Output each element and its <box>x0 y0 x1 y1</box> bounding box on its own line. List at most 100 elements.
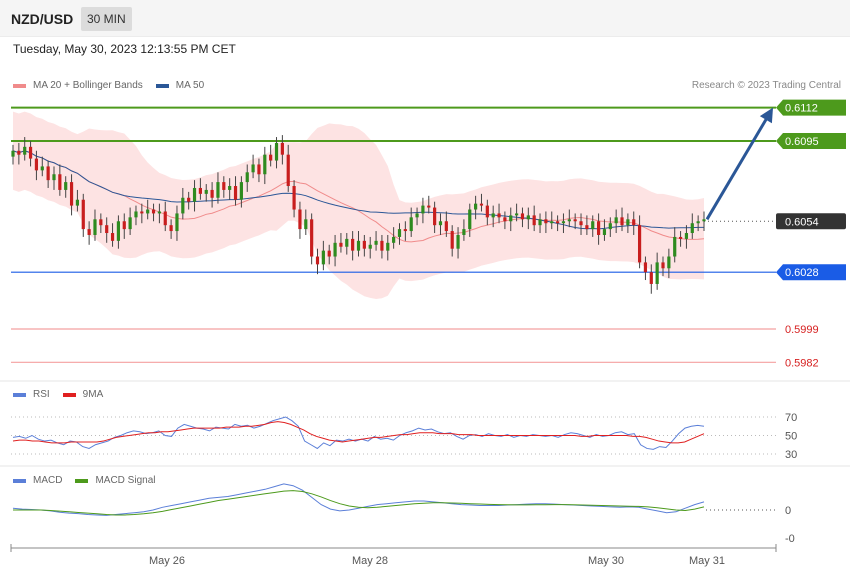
ma20-legend-label: MA 20 + Bollinger Bands <box>33 80 143 91</box>
macd-signal-legend-label: MACD Signal <box>95 475 156 486</box>
resistance-label: 0.6095 <box>785 136 819 148</box>
candle-body <box>450 231 454 249</box>
candle-body <box>626 219 630 226</box>
candle-body <box>509 215 513 222</box>
macd-line <box>12 483 705 516</box>
candle-body <box>151 209 156 214</box>
rsi-ma-line <box>12 421 705 444</box>
candle-body <box>690 223 694 234</box>
candle-body <box>637 225 642 263</box>
candle-body <box>544 219 548 224</box>
candle-body <box>292 186 296 210</box>
rsi-tick-label: 70 <box>785 412 797 424</box>
support-label: 0.6028 <box>785 267 819 279</box>
ma50-legend-swatch <box>155 83 169 88</box>
resistance-tag <box>776 132 846 149</box>
candle-body <box>116 221 121 241</box>
x-tick-label: May 28 <box>352 555 388 567</box>
macd-legend-swatch <box>13 478 26 483</box>
candle-body <box>526 215 530 220</box>
candle-body <box>274 142 279 161</box>
candle-body <box>444 221 448 232</box>
credit-text: Research © 2023 Trading Central <box>691 80 841 91</box>
rsi-legend-label: RSI <box>33 389 50 400</box>
candle-body <box>491 213 495 218</box>
candle-body <box>702 219 706 222</box>
candle-body <box>368 244 372 249</box>
candle-body <box>257 164 261 175</box>
candle-body <box>632 219 636 226</box>
candle-body <box>673 236 677 257</box>
candle-body <box>310 219 314 257</box>
ma50-line <box>12 150 705 230</box>
candle-body <box>561 221 566 224</box>
candle-body <box>169 225 173 232</box>
candle-body <box>134 211 138 218</box>
candle-body <box>462 229 466 235</box>
candle-body <box>245 172 249 183</box>
candle-body <box>192 187 197 202</box>
candle-body <box>140 211 144 214</box>
candle-body <box>532 215 536 226</box>
candle-body <box>327 250 331 257</box>
candle-body <box>216 182 220 198</box>
candle-body <box>503 217 507 222</box>
candle-body <box>649 272 653 284</box>
candle-body <box>438 221 443 226</box>
rsi-tick-label: 50 <box>785 431 797 443</box>
current-price-label: 0.6054 <box>785 216 819 228</box>
candle-body <box>362 240 366 249</box>
candle-body <box>655 262 659 284</box>
candle-body <box>596 221 601 235</box>
candle-body <box>163 211 167 226</box>
candle-body <box>64 182 68 190</box>
candle-body <box>497 213 501 218</box>
candle-body <box>69 182 74 206</box>
x-tick-label: May 30 <box>588 555 624 567</box>
candle-body <box>667 256 671 269</box>
candle-body <box>374 240 378 245</box>
candle-body <box>304 219 308 230</box>
candle-body <box>17 150 21 155</box>
candle-body <box>40 166 44 171</box>
candle-body <box>11 150 15 157</box>
candle-body <box>415 213 419 218</box>
candle-body <box>81 199 85 230</box>
candle-body <box>684 233 689 239</box>
candle-body <box>556 221 560 224</box>
candle-body <box>105 225 109 234</box>
projection-arrow-line <box>705 115 770 221</box>
candle-body <box>345 238 349 247</box>
top-bar: NZD/USD 30 MIN <box>0 0 850 37</box>
candle-body <box>198 187 202 194</box>
candle-body <box>433 207 437 226</box>
candle-body <box>403 229 407 232</box>
candle-body <box>87 229 91 235</box>
macd-signal-line <box>13 490 705 516</box>
candle-body <box>608 223 612 230</box>
timeframe-button[interactable]: 30 MIN <box>81 7 132 31</box>
candle-body <box>468 209 472 230</box>
support-tag <box>776 264 846 281</box>
candle-body <box>239 182 243 200</box>
rsi-ma-legend-swatch <box>62 392 76 397</box>
candle-body <box>427 205 431 208</box>
candle-body <box>204 189 208 194</box>
candle-body <box>409 217 413 232</box>
candle-body <box>34 158 39 171</box>
bollinger-band <box>13 111 704 300</box>
candle-body <box>233 186 238 200</box>
candle-body <box>643 262 648 273</box>
candle-body <box>75 199 80 206</box>
candle-body <box>28 146 33 159</box>
candle-body <box>269 154 273 161</box>
candle-body <box>356 240 361 251</box>
candle-body <box>146 209 150 214</box>
candle-body <box>550 221 554 224</box>
candle-body <box>515 213 519 216</box>
candle-body <box>122 221 126 230</box>
macd-tick-label: 0 <box>785 505 791 517</box>
target-label: 0.5982 <box>785 357 819 369</box>
candle-body <box>222 182 226 190</box>
